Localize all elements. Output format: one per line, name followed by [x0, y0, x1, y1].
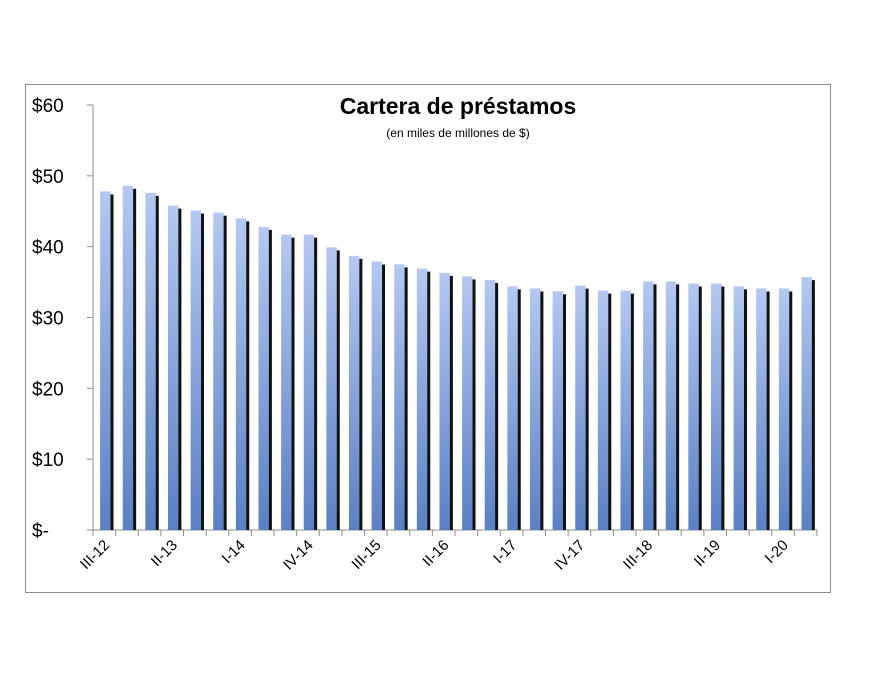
bar: [597, 290, 609, 530]
bar: [303, 234, 315, 530]
x-tick-label: II-16: [419, 537, 452, 570]
x-tick-label: I-20: [762, 537, 792, 567]
bar: [756, 288, 767, 530]
bar: [145, 192, 156, 531]
bar: [416, 268, 428, 530]
y-tick-label: $30: [32, 309, 64, 330]
bar: [710, 283, 722, 530]
bar: [552, 291, 564, 530]
y-tick-label: $10: [32, 450, 64, 471]
x-tick-label: III-15: [348, 537, 384, 573]
bar: [190, 210, 202, 530]
bar: [643, 281, 654, 530]
bar: [394, 264, 405, 530]
y-tick-labels: $- $10 $20 $30 $40 $50 $60: [32, 96, 64, 542]
chart-frame: [25, 84, 831, 593]
x-tick-label: IV-17: [551, 537, 588, 574]
y-tick-label: $60: [32, 96, 64, 117]
chart-title: Cartera de préstamos: [340, 93, 577, 119]
bar: [371, 261, 383, 530]
x-tick-label: III-12: [77, 537, 113, 573]
x-tick-label: III-18: [620, 537, 656, 573]
bar: [529, 288, 541, 530]
y-tick-label: $-: [32, 521, 49, 542]
bar: [235, 218, 247, 531]
bar: [733, 286, 745, 530]
bar: [484, 279, 496, 530]
bars: [100, 185, 815, 531]
x-tick-label: IV-14: [280, 537, 317, 574]
bar: [348, 255, 360, 530]
bar: [281, 234, 292, 530]
bar: [167, 205, 179, 531]
bar: [326, 247, 337, 530]
y-tick-label: $20: [32, 379, 64, 400]
x-tick-label: I-17: [490, 537, 520, 567]
bar: [507, 286, 518, 530]
x-tick-label: I-14: [219, 537, 249, 567]
bar: [688, 283, 699, 530]
bar: [778, 288, 790, 530]
x-tick-label: II-19: [691, 537, 724, 570]
bar: [620, 290, 631, 530]
y-tick-label: $50: [32, 167, 64, 188]
x-tick-labels: III-12 II-13 I-14 IV-14 III-15 II-16 I-17 IV-17…: [77, 537, 792, 574]
x-tick-label: II-13: [148, 537, 181, 570]
bar: [258, 226, 269, 531]
bar: [801, 277, 812, 530]
bar: [100, 191, 111, 530]
bar: [122, 185, 134, 530]
bar: [575, 285, 586, 530]
chart-subtitle: (en miles de millones de $): [386, 126, 529, 140]
bar: [439, 272, 450, 530]
bar: [213, 212, 224, 530]
bar: [462, 276, 473, 530]
bar: [665, 281, 677, 530]
y-tick-label: $40: [32, 238, 64, 259]
